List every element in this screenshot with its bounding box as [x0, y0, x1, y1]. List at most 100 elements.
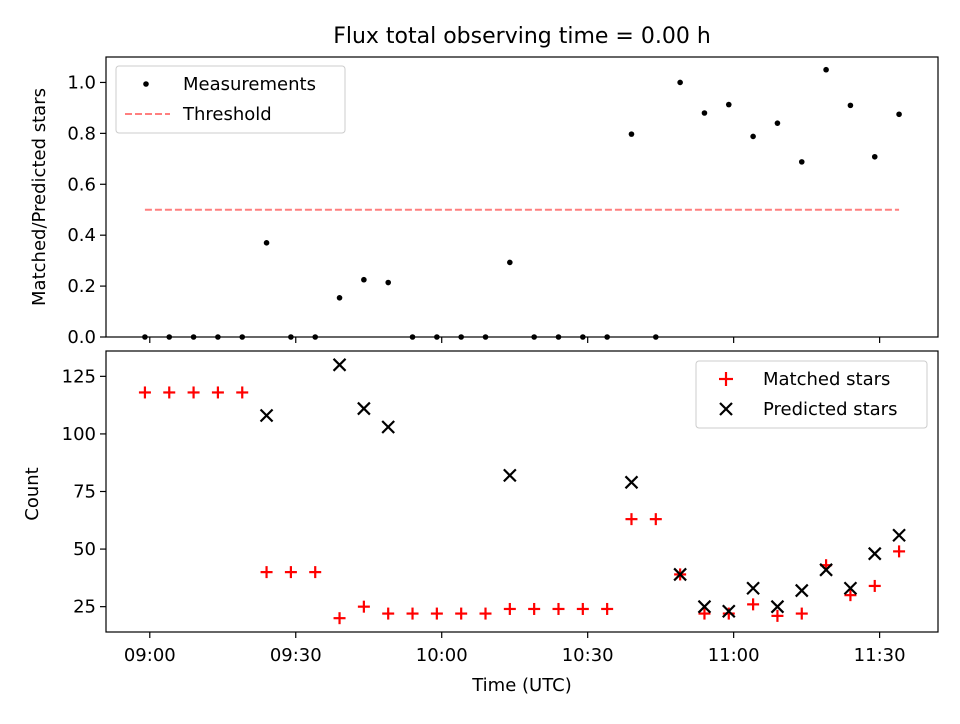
measurement-point [142, 334, 148, 340]
bottom-legend: Matched stars Predicted stars [695, 360, 928, 429]
measurement-point [190, 334, 197, 340]
measurement-point [774, 120, 781, 126]
predicted-star-point [867, 546, 882, 561]
predicted-star-point [381, 420, 395, 434]
legend-matched-marker [719, 372, 733, 386]
bottom-legend-box [695, 360, 928, 429]
measurement-point [263, 240, 270, 246]
bottom-y-tick-label: 75 [73, 482, 96, 503]
bottom-x-axis: 09:00 09:30 10:00 10:30 11:00 11:30 [124, 632, 906, 666]
top-chart-title: Flux total observing time = 0.00 h [333, 24, 711, 49]
legend-predicted-marker [719, 402, 733, 416]
predicted-star-point [746, 581, 760, 596]
matched-star-point [576, 602, 589, 615]
top-panel: 0.0 0.2 0.4 0.6 0.8 1.0 Matched/Predicted sta… [29, 56, 939, 348]
measurement-point [288, 334, 294, 340]
matched-star-point [236, 386, 249, 399]
bottom-y-axis-label: Count [22, 467, 43, 520]
matched-star-point [163, 386, 176, 399]
predicted-star-point [722, 604, 736, 619]
matched-star-point [138, 386, 151, 399]
predicted-star-point [332, 358, 347, 372]
measurement-point [239, 334, 246, 340]
legend-matched-label: Matched stars [763, 369, 890, 390]
matched-star-point [187, 386, 200, 399]
matched-star-point [893, 545, 906, 558]
top-legend: Measurements Threshold [115, 65, 346, 134]
top-y-axis: 0.0 0.2 0.4 0.6 0.8 1.0 [67, 72, 106, 348]
matched-star-point [625, 513, 638, 526]
predicted-star-point [843, 581, 858, 596]
top-y-tick-label: 0.4 [67, 225, 96, 246]
matched-star-point [868, 579, 881, 592]
matched-star-point [382, 607, 395, 620]
measurement-point [385, 279, 391, 286]
measurement-point [896, 111, 902, 118]
bottom-x-tick-label: 10:30 [562, 645, 614, 666]
measurement-point [798, 159, 805, 165]
matched-star-point [844, 589, 857, 602]
bottom-x-tick-label: 11:30 [854, 645, 906, 666]
measurement-point [677, 79, 683, 86]
predicted-star-point [819, 563, 833, 577]
measurement-point [750, 133, 756, 140]
legend-threshold-label: Threshold [182, 104, 272, 125]
measurement-point [458, 334, 464, 340]
top-y-tick-label: 0.0 [67, 327, 96, 348]
matched-star-point [722, 607, 735, 620]
matched-star-point [284, 566, 297, 579]
bottom-x-tick-label: 09:00 [124, 645, 176, 666]
predicted-star-point [892, 528, 906, 543]
bottom-panel: 25 50 75 100 125 09:00 09:30 10:00 10:30 11:00 11… [22, 350, 939, 696]
matched-star-point [601, 602, 614, 615]
legend-predicted-label: Predicted stars [763, 399, 897, 420]
matched-star-point [455, 607, 468, 620]
top-y-tick-label: 0.2 [67, 276, 96, 297]
matched-star-point [747, 598, 760, 611]
matched-star-point [406, 607, 419, 620]
matched-star-point [528, 602, 541, 615]
measurement-point [555, 334, 562, 340]
measurement-point [312, 334, 319, 340]
matched-star-point [333, 612, 346, 625]
matched-star-point [771, 609, 784, 622]
bottom-x-axis-label: Time (UTC) [471, 675, 572, 696]
measurements-series [142, 66, 902, 340]
measurement-point [653, 334, 659, 340]
bottom-y-tick-label: 125 [62, 366, 96, 387]
measurement-point [531, 334, 537, 340]
predicted-star-point [697, 599, 712, 614]
measurement-point [166, 334, 173, 340]
measurement-point [725, 101, 732, 108]
matched-star-point [309, 566, 322, 579]
matched-star-point [649, 513, 662, 526]
bottom-y-tick-label: 100 [62, 424, 96, 445]
measurement-point [361, 276, 367, 283]
measurement-point [823, 66, 829, 73]
measurement-point [482, 334, 489, 340]
bottom-x-tick-label: 10:00 [416, 645, 468, 666]
top-plot-area [105, 56, 939, 338]
measurement-point [604, 334, 610, 340]
predicted-stars-series [259, 358, 906, 619]
measurement-point [507, 259, 513, 266]
matched-star-point [698, 607, 711, 620]
measurement-point [871, 153, 878, 160]
predicted-star-point [770, 599, 785, 614]
matched-star-point [479, 607, 492, 620]
measurement-point [580, 334, 586, 340]
top-y-tick-label: 0.8 [67, 123, 96, 144]
top-legend-box [115, 65, 346, 134]
bottom-x-tick-label: 11:00 [708, 645, 760, 666]
matched-stars-series [138, 386, 906, 625]
measurement-point [434, 334, 440, 340]
measurement-point [215, 334, 221, 340]
legend-measurements-marker [143, 81, 149, 87]
matched-star-point [552, 602, 565, 615]
predicted-star-point [624, 475, 639, 490]
predicted-star-point [357, 401, 371, 416]
bottom-x-tick-label: 09:30 [270, 645, 322, 666]
matched-star-point [260, 566, 273, 579]
top-y-tick-label: 0.6 [67, 174, 96, 195]
